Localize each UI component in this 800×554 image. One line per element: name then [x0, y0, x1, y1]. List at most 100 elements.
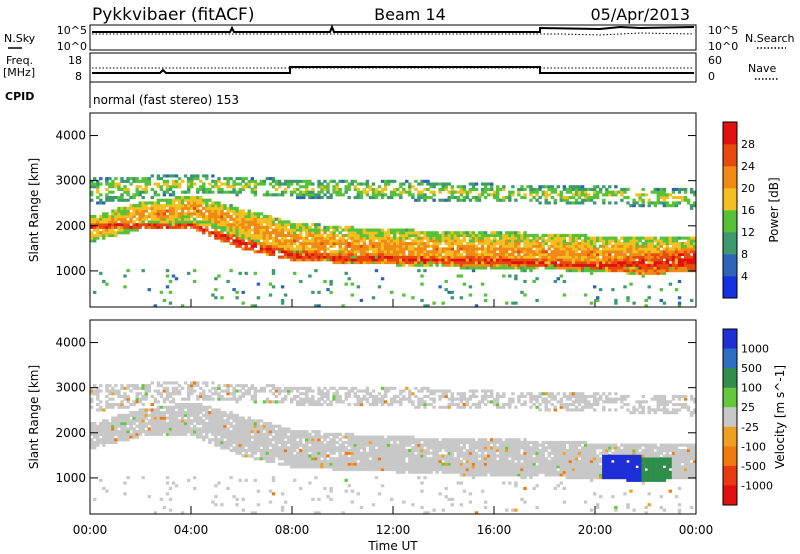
power-cell [626, 261, 630, 265]
power-cell [396, 236, 400, 240]
power-cell [641, 271, 645, 275]
velocity-cell [162, 505, 167, 509]
velocity-cell [293, 435, 297, 439]
power-cell [486, 239, 491, 243]
velocity-cell [190, 405, 194, 409]
power-cell [629, 236, 633, 240]
power-cell [571, 261, 576, 265]
power-cell [511, 247, 515, 251]
power-cell [429, 182, 433, 186]
power-cell [562, 250, 567, 254]
power-cell [374, 250, 379, 254]
power-cell [305, 252, 309, 256]
velocity-cell [114, 424, 118, 428]
velocity-cell [123, 438, 127, 442]
power-cell [365, 252, 370, 256]
velocity-cell [214, 435, 218, 439]
velocity-cell [317, 392, 321, 396]
power-cell [226, 212, 230, 216]
velocity-cell [111, 430, 115, 434]
velocity-cell [380, 403, 385, 407]
velocity-cell [344, 449, 348, 453]
power-cell [653, 247, 657, 251]
power-cell [268, 225, 273, 229]
power-cell [247, 242, 251, 246]
power-cell [262, 179, 267, 183]
power-cell [314, 255, 318, 259]
power-cell [138, 204, 142, 208]
power-cell [190, 204, 194, 208]
power-cell [435, 242, 439, 246]
power-cell [290, 182, 294, 186]
velocity-cell [305, 451, 309, 455]
power-cell [217, 217, 221, 221]
power-cell [441, 247, 445, 251]
velocity-cell [383, 443, 388, 447]
velocity-cell [138, 386, 142, 390]
power-cell [517, 252, 521, 256]
power-cell [259, 250, 264, 254]
velocity-cell [305, 400, 309, 404]
velocity-cell [368, 465, 373, 469]
power-cell [262, 193, 267, 197]
velocity-cell [165, 392, 170, 396]
power-cell [496, 233, 500, 237]
power-cell [429, 261, 433, 265]
power-cell [305, 255, 309, 259]
velocity-cell [380, 435, 385, 439]
power-cell [271, 239, 276, 243]
velocity-cell [99, 422, 103, 426]
power-cell [644, 193, 648, 197]
velocity-cell [317, 435, 321, 439]
velocity-cell [290, 443, 294, 447]
velocity-cell [114, 403, 118, 407]
power-cell [253, 182, 257, 186]
velocity-cell [90, 427, 94, 431]
power-cell [323, 252, 327, 256]
power-cell [290, 233, 294, 237]
power-cell [674, 242, 679, 246]
power-cell [211, 225, 215, 229]
velocity-cell [205, 427, 209, 431]
power-cell [265, 177, 270, 181]
power-cell [414, 233, 418, 237]
power-cell [350, 252, 354, 256]
power-cell [562, 236, 567, 240]
power-cell [368, 236, 373, 240]
power-cell [614, 298, 618, 302]
velocity-cell [320, 454, 324, 458]
velocity-cell [287, 459, 291, 463]
power-cell [571, 193, 576, 197]
power-cell [180, 212, 185, 216]
power-cell [156, 198, 161, 202]
velocity-cell [311, 430, 315, 434]
velocity-cell [265, 454, 270, 458]
power-cell [374, 193, 379, 197]
power-cell [626, 187, 630, 191]
velocity-cell [153, 416, 157, 420]
power-cell [596, 190, 600, 194]
power-cell [396, 247, 400, 251]
power-cell [671, 196, 676, 200]
velocity-cell [262, 427, 267, 431]
power-cell [490, 231, 494, 235]
power-cell [214, 206, 218, 210]
velocity-cell [317, 465, 321, 469]
power-cell [638, 247, 642, 251]
velocity-cell [374, 449, 379, 453]
power-cell [235, 231, 239, 235]
freq-tick-bottom: 8 [75, 70, 82, 83]
power-cell [399, 261, 403, 265]
power-cell [253, 250, 257, 254]
velocity-cell [220, 427, 224, 431]
power-cell [671, 187, 676, 191]
power-cell [102, 212, 106, 216]
power-cell [290, 223, 294, 227]
power-cell [117, 223, 121, 227]
velocity-cell [308, 440, 312, 444]
power-cell [647, 266, 651, 270]
power-cell [580, 250, 585, 254]
power-cell [586, 196, 591, 200]
velocity-cell [138, 419, 142, 423]
velocity-cell [320, 451, 324, 455]
